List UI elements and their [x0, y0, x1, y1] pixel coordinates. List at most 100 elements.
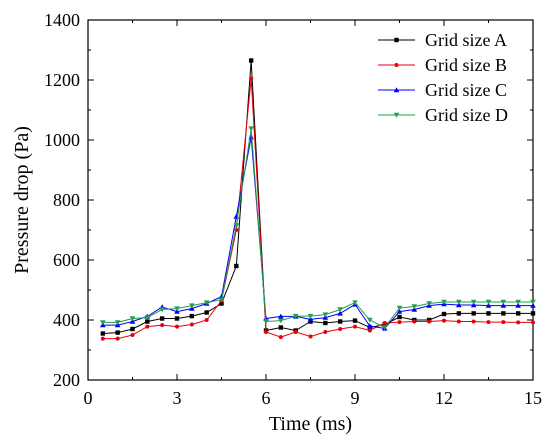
data-point: [500, 299, 507, 305]
data-point: [174, 306, 180, 312]
data-point: [249, 76, 254, 81]
data-point: [530, 299, 536, 305]
data-point: [381, 325, 388, 331]
data-point: [189, 313, 195, 319]
axis-ticks: 0 3 6 9 12 15 200 400 600 800 1000 1200 1400: [44, 10, 542, 408]
data-point: [441, 311, 447, 317]
data-point: [175, 324, 179, 329]
legend-item-3: Grid size C: [378, 80, 507, 100]
data-point: [278, 313, 284, 319]
data-point: [278, 318, 284, 324]
data-point: [248, 58, 254, 63]
data-point: [515, 299, 521, 305]
data-point: [441, 299, 447, 305]
data-point: [174, 316, 180, 321]
series-layer: [100, 58, 536, 341]
data-point: [115, 330, 120, 335]
data-point: [293, 330, 298, 334]
data-point: [264, 330, 268, 334]
data-point: [278, 325, 284, 330]
data-point: [323, 330, 328, 334]
data-point: [426, 301, 432, 307]
data-point: [204, 318, 209, 322]
data-point: [160, 323, 165, 328]
data-point: [456, 319, 461, 324]
data-point: [367, 323, 373, 329]
data-point: [530, 302, 536, 308]
series-2: [100, 76, 535, 341]
x-tick-label: 3: [173, 388, 182, 408]
legend-label: Grid size C: [425, 80, 507, 100]
data-point: [530, 311, 536, 316]
legend-item-2: Grid size B: [378, 55, 507, 75]
data-point: [470, 299, 477, 305]
data-point: [204, 310, 209, 315]
x-tick-label: 15: [524, 388, 542, 408]
y-tick-label: 400: [53, 310, 80, 330]
legend-swatch-marker: [393, 112, 400, 118]
data-point: [471, 319, 476, 324]
y-tick-label: 800: [53, 190, 80, 210]
series-line-2: [102, 78, 533, 340]
data-point: [233, 223, 240, 229]
data-point: [501, 320, 506, 325]
data-point: [263, 319, 269, 325]
data-point: [323, 320, 328, 326]
series-line-3: [102, 136, 533, 329]
data-point: [100, 336, 105, 341]
y-tick-label: 1000: [44, 130, 80, 150]
data-point: [189, 322, 194, 327]
data-point: [218, 297, 225, 303]
data-point: [130, 326, 135, 332]
data-point: [100, 320, 106, 326]
data-point: [427, 319, 432, 324]
x-tick-label: 12: [435, 388, 453, 408]
data-point: [145, 324, 150, 329]
data-point: [248, 126, 254, 132]
data-point: [531, 320, 535, 325]
data-point: [397, 314, 402, 320]
data-point: [144, 315, 151, 321]
data-point: [203, 300, 210, 306]
legend-swatch-marker: [394, 37, 399, 43]
data-point: [382, 321, 387, 325]
data-point: [338, 327, 343, 331]
data-point: [515, 302, 521, 308]
y-tick-label: 200: [53, 370, 80, 390]
data-point: [337, 310, 343, 316]
data-point: [397, 320, 402, 325]
data-point: [189, 303, 195, 309]
series-line-4: [102, 128, 533, 329]
data-point: [337, 319, 343, 324]
data-point: [485, 299, 492, 305]
series-3: [100, 134, 536, 331]
data-point: [278, 335, 283, 340]
legend-item-4: Grid size D: [378, 105, 508, 125]
data-point: [367, 317, 373, 323]
data-point: [114, 320, 121, 326]
data-point: [456, 311, 462, 316]
data-point: [515, 311, 521, 316]
y-tick-label: 1400: [44, 10, 80, 30]
data-point: [100, 331, 106, 336]
data-point: [129, 316, 136, 322]
data-point: [352, 318, 358, 323]
data-point: [337, 307, 343, 313]
data-point: [145, 319, 150, 324]
data-point: [322, 312, 329, 318]
legend-label: Grid size D: [425, 105, 508, 125]
data-point: [412, 319, 417, 324]
data-point: [485, 302, 492, 308]
series-line-1: [102, 60, 533, 334]
legend-item-1: Grid size A: [378, 30, 507, 50]
data-point: [500, 302, 507, 308]
data-point: [486, 320, 491, 325]
data-point: [456, 299, 462, 305]
legend-label: Grid size B: [425, 55, 507, 75]
x-axis-label: Time (ms): [269, 413, 352, 435]
y-tick-label: 600: [53, 250, 80, 270]
data-point: [367, 328, 372, 333]
data-point: [130, 333, 135, 337]
data-point: [307, 316, 314, 322]
